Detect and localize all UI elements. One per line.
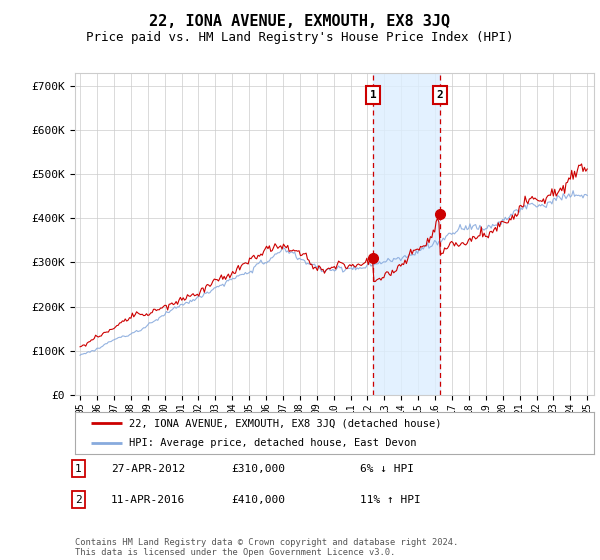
- Text: 22, IONA AVENUE, EXMOUTH, EX8 3JQ (detached house): 22, IONA AVENUE, EXMOUTH, EX8 3JQ (detac…: [130, 418, 442, 428]
- Text: 2: 2: [75, 494, 82, 505]
- Text: 1: 1: [370, 90, 376, 100]
- Text: Price paid vs. HM Land Registry's House Price Index (HPI): Price paid vs. HM Land Registry's House …: [86, 31, 514, 44]
- Text: 11% ↑ HPI: 11% ↑ HPI: [360, 494, 421, 505]
- Text: 6% ↓ HPI: 6% ↓ HPI: [360, 464, 414, 474]
- Text: 1: 1: [75, 464, 82, 474]
- Text: 11-APR-2016: 11-APR-2016: [111, 494, 185, 505]
- Text: £410,000: £410,000: [231, 494, 285, 505]
- Text: 27-APR-2012: 27-APR-2012: [111, 464, 185, 474]
- Text: Contains HM Land Registry data © Crown copyright and database right 2024.
This d: Contains HM Land Registry data © Crown c…: [75, 538, 458, 557]
- Text: 22, IONA AVENUE, EXMOUTH, EX8 3JQ: 22, IONA AVENUE, EXMOUTH, EX8 3JQ: [149, 14, 451, 29]
- Text: £310,000: £310,000: [231, 464, 285, 474]
- Bar: [373, 73, 440, 395]
- Text: HPI: Average price, detached house, East Devon: HPI: Average price, detached house, East…: [130, 438, 417, 448]
- Text: 2: 2: [436, 90, 443, 100]
